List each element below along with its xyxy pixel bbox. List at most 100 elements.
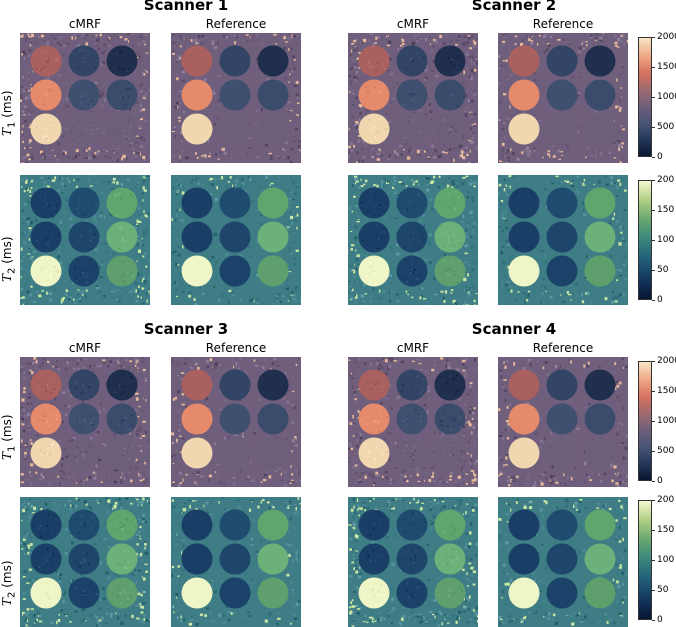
texture-speckle bbox=[373, 182, 374, 183]
vial-noise bbox=[85, 227, 87, 229]
texture-speckle bbox=[113, 470, 115, 472]
texture-speckle bbox=[349, 443, 352, 446]
vial-noise bbox=[124, 273, 126, 275]
texture-speckle bbox=[474, 90, 476, 92]
vial bbox=[182, 404, 213, 435]
texture-speckle bbox=[416, 476, 417, 478]
texture-speckle bbox=[298, 141, 301, 142]
vial-noise bbox=[441, 420, 443, 422]
texture-speckle bbox=[62, 53, 65, 55]
texture-speckle bbox=[471, 269, 474, 271]
texture-speckle bbox=[464, 262, 466, 263]
texture-speckle bbox=[444, 152, 447, 153]
texture-speckle bbox=[77, 289, 79, 290]
texture-speckle bbox=[622, 423, 624, 425]
vial-noise bbox=[412, 450, 414, 452]
texture-speckle bbox=[395, 150, 396, 153]
texture-speckle bbox=[508, 178, 509, 181]
texture-speckle bbox=[52, 150, 53, 151]
vial-noise bbox=[444, 96, 446, 98]
texture-speckle bbox=[464, 229, 466, 231]
texture-speckle bbox=[568, 294, 571, 295]
texture-speckle bbox=[254, 360, 256, 362]
texture-speckle bbox=[468, 421, 471, 424]
texture-speckle bbox=[622, 218, 625, 220]
texture-speckle bbox=[287, 107, 289, 109]
texture-speckle bbox=[539, 470, 542, 472]
vial-noise bbox=[78, 127, 80, 129]
vial bbox=[220, 370, 251, 401]
vial-noise bbox=[404, 246, 406, 248]
texture-speckle bbox=[117, 159, 119, 162]
texture-speckle bbox=[349, 417, 352, 419]
texture-speckle bbox=[177, 189, 178, 192]
texture-speckle bbox=[421, 149, 423, 151]
texture-speckle bbox=[593, 184, 594, 185]
vial-noise bbox=[42, 51, 44, 53]
texture-speckle bbox=[27, 190, 29, 192]
texture-speckle bbox=[421, 185, 424, 188]
texture-speckle bbox=[54, 176, 56, 179]
vial-noise bbox=[126, 208, 128, 210]
texture-speckle bbox=[98, 82, 99, 83]
texture-speckle bbox=[566, 145, 569, 148]
vial-noise bbox=[367, 423, 369, 425]
texture-speckle bbox=[595, 33, 598, 35]
texture-speckle bbox=[472, 72, 476, 74]
texture-speckle bbox=[387, 180, 390, 183]
texture-speckle bbox=[620, 264, 622, 267]
vial-noise bbox=[382, 458, 384, 460]
vial-noise bbox=[48, 71, 50, 73]
texture-speckle bbox=[140, 104, 142, 107]
texture-speckle bbox=[65, 400, 67, 403]
texture-speckle bbox=[83, 298, 86, 301]
texture-speckle bbox=[501, 140, 502, 142]
vial-noise bbox=[123, 280, 125, 282]
texture-speckle bbox=[602, 295, 605, 296]
texture-speckle bbox=[298, 378, 301, 380]
texture-speckle bbox=[373, 184, 376, 186]
texture-speckle bbox=[26, 362, 28, 365]
texture-speckle bbox=[287, 363, 289, 365]
texture-speckle bbox=[293, 181, 296, 184]
texture-speckle bbox=[26, 233, 29, 235]
texture-speckle bbox=[137, 370, 138, 373]
texture-speckle bbox=[474, 305, 476, 306]
texture-speckle bbox=[621, 392, 624, 395]
texture-speckle bbox=[144, 196, 145, 199]
texture-speckle bbox=[61, 483, 63, 485]
texture-speckle bbox=[174, 230, 175, 232]
texture-speckle bbox=[454, 155, 456, 157]
vial-noise bbox=[377, 269, 379, 271]
texture-speckle bbox=[454, 148, 455, 149]
vial-noise bbox=[422, 389, 424, 391]
texture-speckle bbox=[363, 184, 365, 185]
texture-speckle bbox=[177, 283, 178, 285]
texture-speckle bbox=[396, 153, 398, 156]
texture-speckle bbox=[411, 297, 413, 299]
texture-speckle bbox=[283, 36, 286, 39]
texture-speckle bbox=[174, 383, 176, 385]
texture-speckle bbox=[609, 250, 610, 252]
vial bbox=[220, 114, 251, 145]
texture-speckle bbox=[502, 34, 505, 35]
texture-speckle bbox=[206, 360, 209, 363]
texture-speckle bbox=[139, 149, 140, 150]
texture-speckle bbox=[222, 181, 223, 182]
texture-speckle bbox=[29, 87, 30, 89]
vial-noise bbox=[410, 272, 412, 274]
texture-speckle bbox=[20, 162, 22, 164]
texture-speckle bbox=[395, 190, 397, 193]
vial-noise bbox=[444, 64, 446, 66]
texture-speckle bbox=[31, 247, 32, 248]
vial-noise bbox=[46, 381, 48, 383]
texture-speckle bbox=[358, 176, 361, 178]
texture-speckle bbox=[474, 407, 476, 409]
texture-speckle bbox=[431, 369, 434, 372]
texture-speckle bbox=[118, 362, 119, 364]
vial bbox=[585, 114, 616, 145]
vial-noise bbox=[379, 119, 381, 121]
texture-speckle bbox=[138, 250, 141, 252]
texture-speckle bbox=[65, 104, 66, 107]
texture-speckle bbox=[184, 84, 185, 85]
